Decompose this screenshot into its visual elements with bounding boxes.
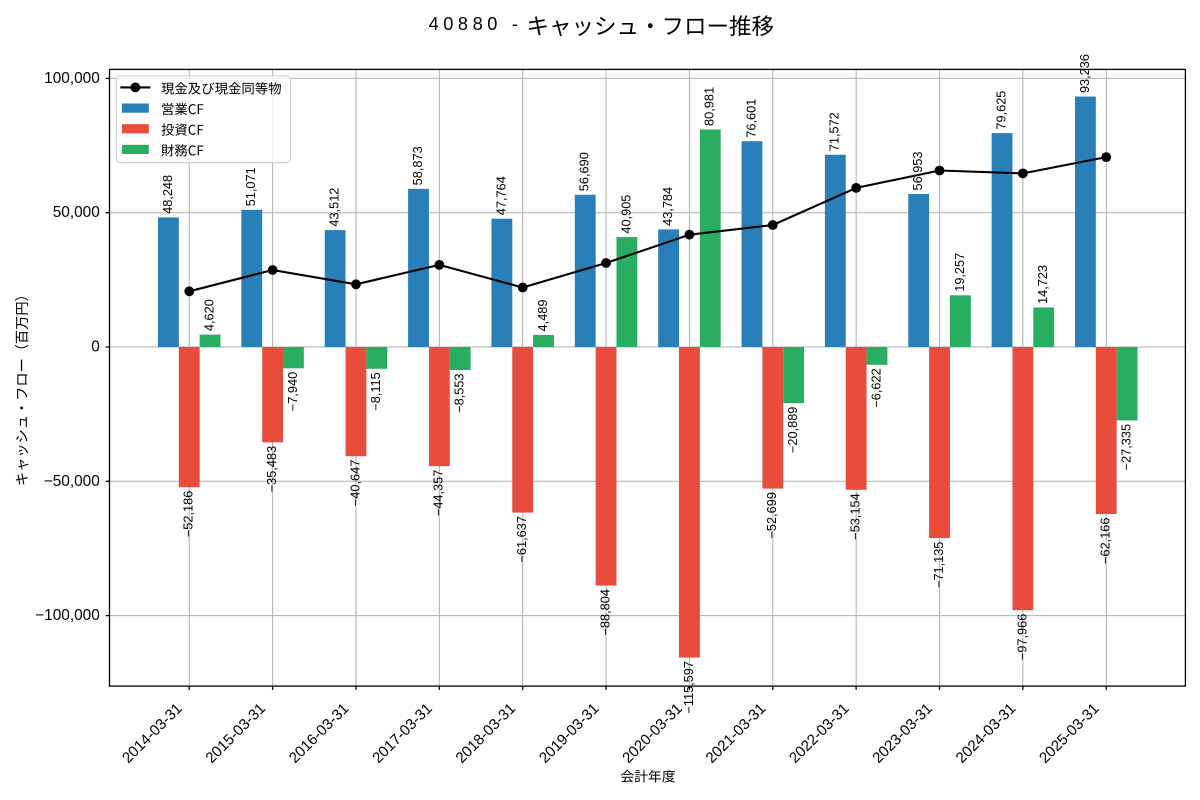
svg-text:43,784: 43,784 — [660, 187, 675, 226]
svg-text:−61,637: −61,637 — [514, 516, 529, 562]
svg-text:−6,622: −6,622 — [868, 368, 883, 407]
svg-text:−71,135: −71,135 — [931, 542, 946, 588]
svg-text:58,873: 58,873 — [410, 146, 425, 185]
svg-text:−7,940: −7,940 — [285, 372, 300, 411]
svg-text:−8,115: −8,115 — [368, 372, 383, 410]
svg-text:−52,699: −52,699 — [764, 492, 779, 538]
svg-text:4,489: 4,489 — [535, 300, 550, 332]
svg-text:56,953: 56,953 — [910, 152, 925, 191]
svg-text:−100,000: −100,000 — [35, 607, 100, 624]
svg-text:-: - — [512, 14, 518, 34]
svg-text:−20,889: −20,889 — [785, 407, 800, 453]
svg-text:−40,647: −40,647 — [347, 460, 362, 506]
svg-text:93,236: 93,236 — [1077, 54, 1092, 93]
svg-text:14,723: 14,723 — [1035, 265, 1050, 304]
svg-text:−27,335: −27,335 — [1118, 424, 1133, 470]
svg-text:−52,186: −52,186 — [181, 491, 196, 537]
svg-text:100,000: 100,000 — [44, 70, 100, 87]
svg-text:40880: 40880 — [429, 14, 502, 34]
svg-text:−50,000: −50,000 — [44, 473, 100, 490]
svg-text:19,257: 19,257 — [952, 253, 967, 292]
svg-text:4,620: 4,620 — [201, 299, 216, 331]
svg-text:0: 0 — [91, 339, 100, 356]
svg-text:43,512: 43,512 — [327, 188, 342, 227]
svg-text:−35,483: −35,483 — [264, 446, 279, 492]
svg-text:−8,553: −8,553 — [452, 373, 467, 412]
svg-text:51,071: 51,071 — [243, 167, 258, 206]
svg-text:76,601: 76,601 — [743, 99, 758, 138]
svg-text:56,690: 56,690 — [577, 152, 592, 191]
svg-text:80,981: 80,981 — [702, 87, 717, 126]
svg-text:48,248: 48,248 — [160, 175, 175, 214]
svg-text:−62,166: −62,166 — [1098, 518, 1113, 564]
svg-text:−53,154: −53,154 — [848, 493, 863, 539]
svg-text:71,572: 71,572 — [827, 112, 842, 151]
svg-text:−115,597: −115,597 — [681, 661, 696, 714]
svg-text:50,000: 50,000 — [53, 204, 100, 221]
svg-text:40,905: 40,905 — [618, 195, 633, 234]
svg-text:−44,357: −44,357 — [431, 470, 446, 516]
svg-text:79,625: 79,625 — [993, 91, 1008, 130]
svg-text:47,764: 47,764 — [493, 176, 508, 215]
svg-text:−97,966: −97,966 — [1014, 614, 1029, 660]
svg-text:−88,804: −88,804 — [597, 589, 612, 635]
